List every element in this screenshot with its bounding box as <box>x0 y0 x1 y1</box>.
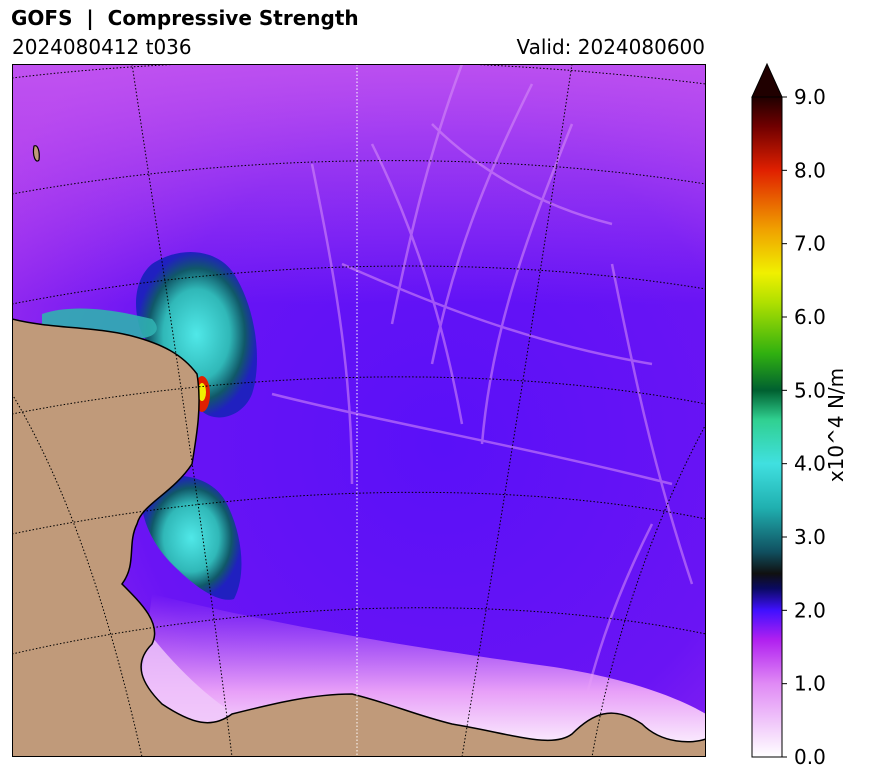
colorbar-gradient <box>751 96 783 758</box>
colorbar-extend-arrow <box>751 62 783 98</box>
colorbar-tick-label: 3.0 <box>794 525 826 549</box>
land-west <box>12 318 706 757</box>
colorbar-units-label: x10^4 N/m <box>824 367 848 483</box>
colorbar-tick-label: 8.0 <box>794 158 826 182</box>
compressive-strength-map <box>12 64 706 757</box>
colorbar-tick-label: 6.0 <box>794 305 826 329</box>
colorbar-tick-label: 9.0 <box>794 85 826 109</box>
land-island <box>32 145 40 162</box>
plot-title: GOFS | Compressive Strength <box>11 6 359 30</box>
colorbar: 0.0 1.0 2.0 3.0 4.0 5.0 6.0 7.0 8.0 9.0 <box>751 62 826 769</box>
high-strength-patch-south <box>141 475 242 600</box>
colorbar-tick-label: 0.0 <box>794 745 826 769</box>
init-time-label: 2024080412 t036 <box>12 35 192 59</box>
ice-ridge-streaks <box>271 64 694 757</box>
colorbar-tick-label: 1.0 <box>794 672 826 696</box>
valid-time-label: Valid: 2024080600 <box>516 35 705 59</box>
colorbar-tick-label: 2.0 <box>794 598 826 622</box>
high-strength-patch-north <box>136 252 257 418</box>
colorbar-tick-label: 5.0 <box>794 378 826 402</box>
colorbar-tick-label: 4.0 <box>794 452 826 476</box>
colorbar-tick-label: 7.0 <box>794 232 826 256</box>
graticule <box>12 64 706 757</box>
